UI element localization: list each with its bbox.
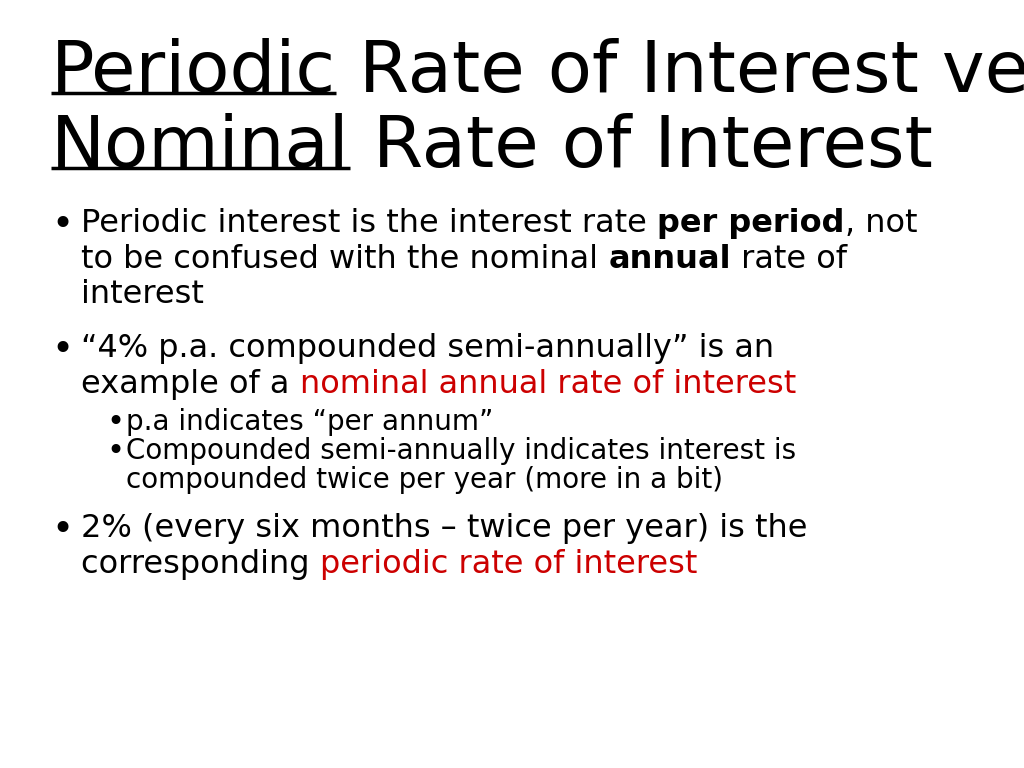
- Text: compounded twice per year (more in a bit): compounded twice per year (more in a bit…: [126, 466, 723, 495]
- Text: nominal annual rate of interest: nominal annual rate of interest: [300, 369, 796, 399]
- Text: Rate of Interest: Rate of Interest: [350, 113, 933, 182]
- Text: “4% p.a. compounded semi-annually” is an: “4% p.a. compounded semi-annually” is an: [81, 333, 774, 364]
- Text: interest: interest: [81, 280, 204, 310]
- Text: Periodic interest is the interest rate: Periodic interest is the interest rate: [81, 208, 657, 239]
- Text: •: •: [51, 333, 74, 369]
- Text: periodic rate of interest: periodic rate of interest: [319, 549, 697, 580]
- Text: •: •: [106, 409, 124, 437]
- Text: Rate of Interest versus: Rate of Interest versus: [336, 38, 1024, 107]
- Text: 2% (every six months – twice per year) is the: 2% (every six months – twice per year) i…: [81, 513, 808, 545]
- Text: rate of: rate of: [731, 243, 847, 275]
- Text: , not: , not: [845, 208, 918, 239]
- Text: per period: per period: [657, 208, 845, 239]
- Text: corresponding: corresponding: [81, 549, 319, 580]
- Text: example of a: example of a: [81, 369, 300, 399]
- Text: to be confused with the nominal: to be confused with the nominal: [81, 243, 608, 275]
- Text: •: •: [106, 437, 124, 466]
- Text: annual: annual: [608, 243, 731, 275]
- Text: •: •: [51, 208, 74, 244]
- Text: •: •: [51, 513, 74, 549]
- Text: Compounded semi-annually indicates interest is: Compounded semi-annually indicates inter…: [126, 437, 797, 465]
- Text: Nominal: Nominal: [51, 113, 350, 182]
- Text: Periodic: Periodic: [51, 38, 336, 107]
- Text: p.a indicates “per annum”: p.a indicates “per annum”: [126, 409, 494, 436]
